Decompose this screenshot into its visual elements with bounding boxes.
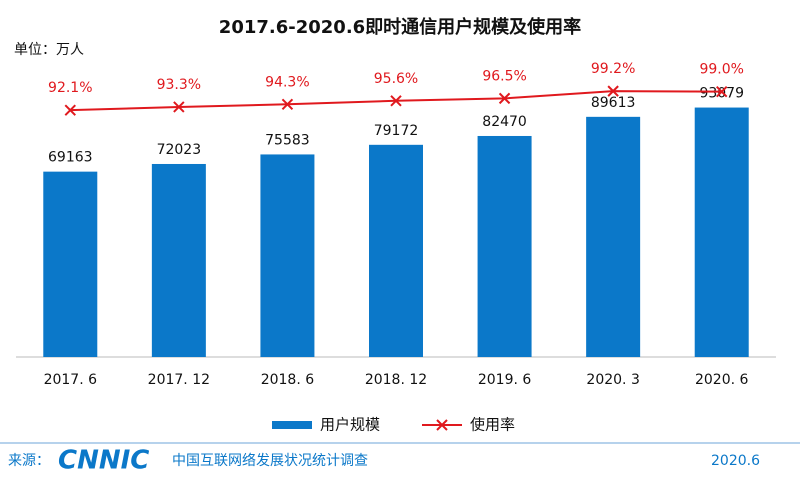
rate-marker — [281, 98, 294, 110]
x-tick-label: 2019. 6 — [478, 372, 532, 388]
legend-marker — [436, 419, 448, 431]
x-tick-label: 2017. 6 — [44, 372, 98, 388]
bar — [694, 107, 749, 357]
rate-value-label: 94.3% — [265, 74, 309, 90]
x-tick-label: 2020. 3 — [586, 372, 639, 388]
bar-value-label: 69163 — [48, 150, 93, 166]
rate-marker — [498, 92, 511, 105]
x-tick-label: 2018. 12 — [365, 372, 427, 388]
x-tick-label: 2020. 6 — [695, 372, 749, 388]
bar-value-label: 89613 — [591, 95, 636, 111]
bar-value-label: 93079 — [699, 86, 744, 102]
bar — [151, 163, 206, 357]
bar — [260, 154, 315, 357]
rate-value-label: 99.0% — [699, 62, 743, 78]
rate-value-label: 96.5% — [482, 68, 526, 84]
rate-marker — [390, 95, 402, 107]
x-tick-label: 2018. 6 — [261, 372, 315, 388]
chart-title: 2017.6-2020.6即时通信用户规模及使用率 — [219, 16, 581, 38]
bar — [369, 144, 423, 357]
rate-marker — [716, 85, 728, 98]
bar-value-label: 72023 — [157, 142, 202, 158]
bar — [477, 135, 532, 357]
bar — [586, 116, 641, 357]
legend-label: 用户规模 — [320, 416, 380, 434]
x-tick-label: 2017. 12 — [148, 372, 210, 388]
bar-value-label: 79172 — [374, 123, 419, 139]
survey-name: 中国互联网络发展状况统计调查 — [172, 453, 368, 469]
logo: CNNIC — [58, 446, 149, 476]
rate-value-label: 92.1% — [48, 80, 92, 96]
rate-marker — [64, 104, 76, 116]
rate-value-label: 99.2% — [591, 61, 635, 77]
legend-swatch — [272, 421, 312, 429]
footer-date: 2020.6 — [711, 453, 760, 469]
rate-marker — [173, 101, 185, 113]
unit-label: 单位：万人 — [14, 42, 84, 58]
rate-value-label: 93.3% — [157, 77, 201, 93]
source-label: 来源： — [8, 453, 50, 469]
rate-marker — [607, 85, 619, 97]
bar-value-label: 82470 — [482, 114, 527, 130]
rate-value-label: 95.6% — [374, 71, 418, 87]
bar-value-label: 75583 — [265, 132, 310, 148]
legend-label: 使用率 — [470, 416, 515, 434]
bar — [43, 171, 98, 357]
